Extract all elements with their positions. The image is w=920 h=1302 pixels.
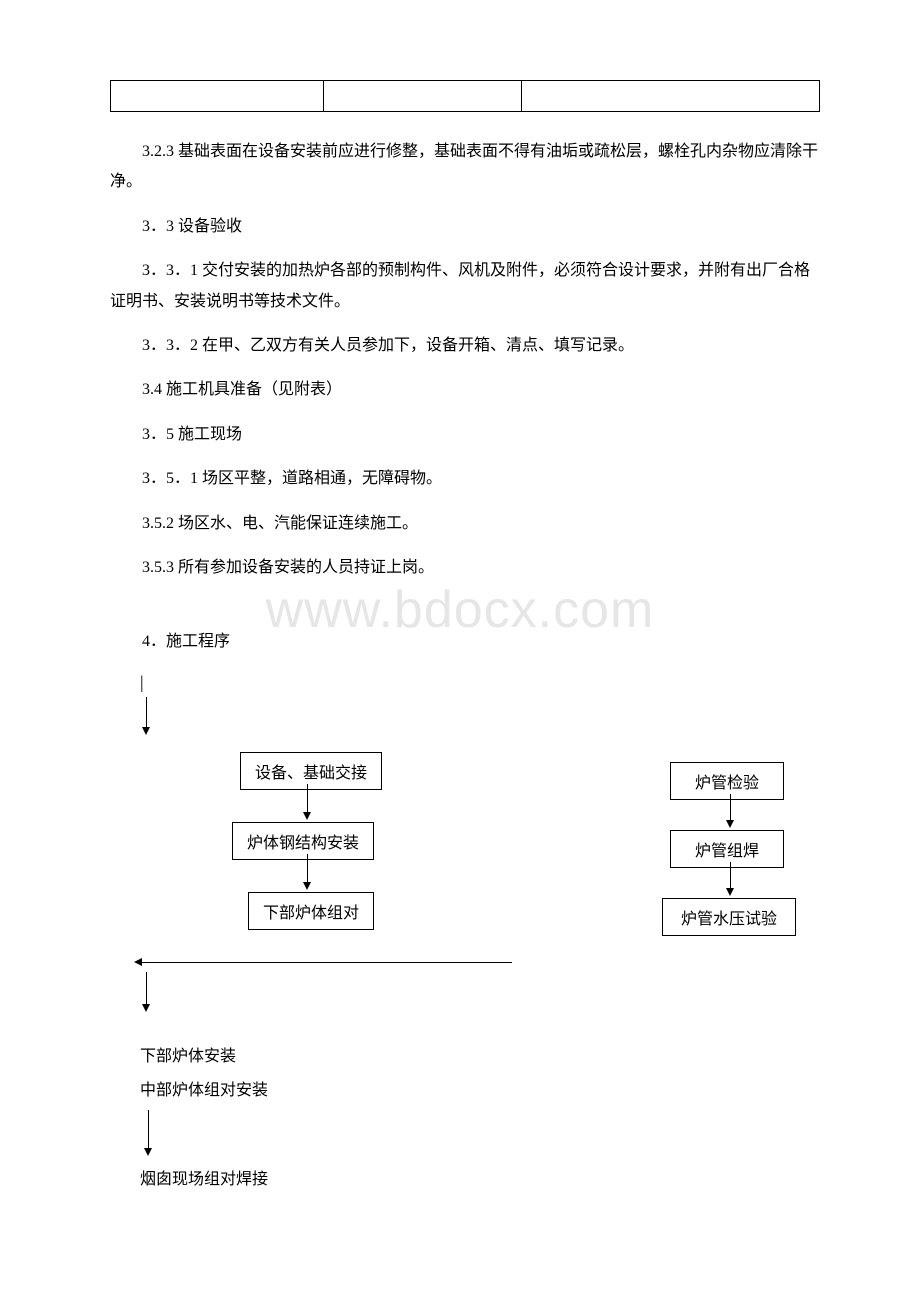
paragraph-33: 3．3 设备验收 — [110, 212, 820, 242]
arrow-down-icon — [303, 812, 311, 820]
arrow-down-icon — [303, 882, 311, 890]
paragraph-351: 3．5．1 场区平整，道路相通，无障碍物。 — [110, 464, 820, 494]
flow-connector — [146, 697, 147, 727]
paragraph-34: 3.4 施工机具准备（见附表） — [110, 375, 820, 405]
flow-connector — [730, 862, 731, 888]
flow-box-pipe-pressure-test: 炉管水压试验 — [662, 898, 796, 936]
table-cell — [522, 81, 820, 112]
arrow-down-icon — [142, 1004, 150, 1012]
arrow-down-icon — [142, 727, 150, 735]
step-lower-install: 下部炉体安装 — [140, 1042, 820, 1066]
flow-connector-block — [144, 1110, 820, 1155]
paragraph-323: 3.2.3 基础表面在设备安装前应进行修整，基础表面不得有油垢或疏松层，螺栓孔内… — [110, 137, 820, 198]
flow-box-pipe-welding: 炉管组焊 — [670, 830, 784, 868]
arrow-left-icon — [134, 958, 142, 966]
flow-connector — [307, 854, 308, 882]
paragraph-4: 4．施工程序 — [110, 627, 820, 657]
arrow-down-icon — [726, 888, 734, 896]
table-cell — [111, 81, 324, 112]
flow-connector — [146, 972, 147, 1004]
paragraph-352: 3.5.2 场区水、电、汽能保证连续施工。 — [110, 509, 820, 539]
arrow-down-icon — [144, 1148, 152, 1156]
paragraph-353: 3.5.3 所有参加设备安装的人员持证上岗。 — [110, 553, 820, 583]
flow-connector — [307, 784, 308, 812]
step-chimney-welding: 烟囱现场组对焊接 — [140, 1165, 820, 1189]
flow-connector — [730, 794, 731, 820]
empty-table — [110, 80, 820, 112]
flow-connector — [148, 1110, 149, 1148]
paragraph-332: 3．3．2 在甲、乙双方有关人员参加下，设备开箱、清点、填写记录。 — [110, 331, 820, 361]
flow-box-pipe-inspection: 炉管检验 — [670, 762, 784, 800]
paragraph-35: 3．5 施工现场 — [110, 420, 820, 450]
paragraph-331: 3．3．1 交付安装的加热炉各部的预制构件、风机及附件，必须符合设计要求，并附有… — [110, 256, 820, 317]
flow-connector — [142, 962, 512, 963]
flow-box-steel-structure: 炉体钢结构安装 — [232, 822, 374, 860]
table-cell — [323, 81, 522, 112]
flow-box-lower-assembly: 下部炉体组对 — [248, 892, 374, 930]
arrow-down-icon — [726, 820, 734, 828]
cursor-mark: | — [140, 672, 144, 693]
flowchart: | 设备、基础交接 炉体钢结构安装 下部炉体组对 炉管检验 炉管组焊 炉管水压试… — [110, 672, 820, 1012]
step-middle-assembly: 中部炉体组对安装 — [140, 1076, 820, 1100]
flow-box-equipment-handover: 设备、基础交接 — [240, 752, 382, 790]
